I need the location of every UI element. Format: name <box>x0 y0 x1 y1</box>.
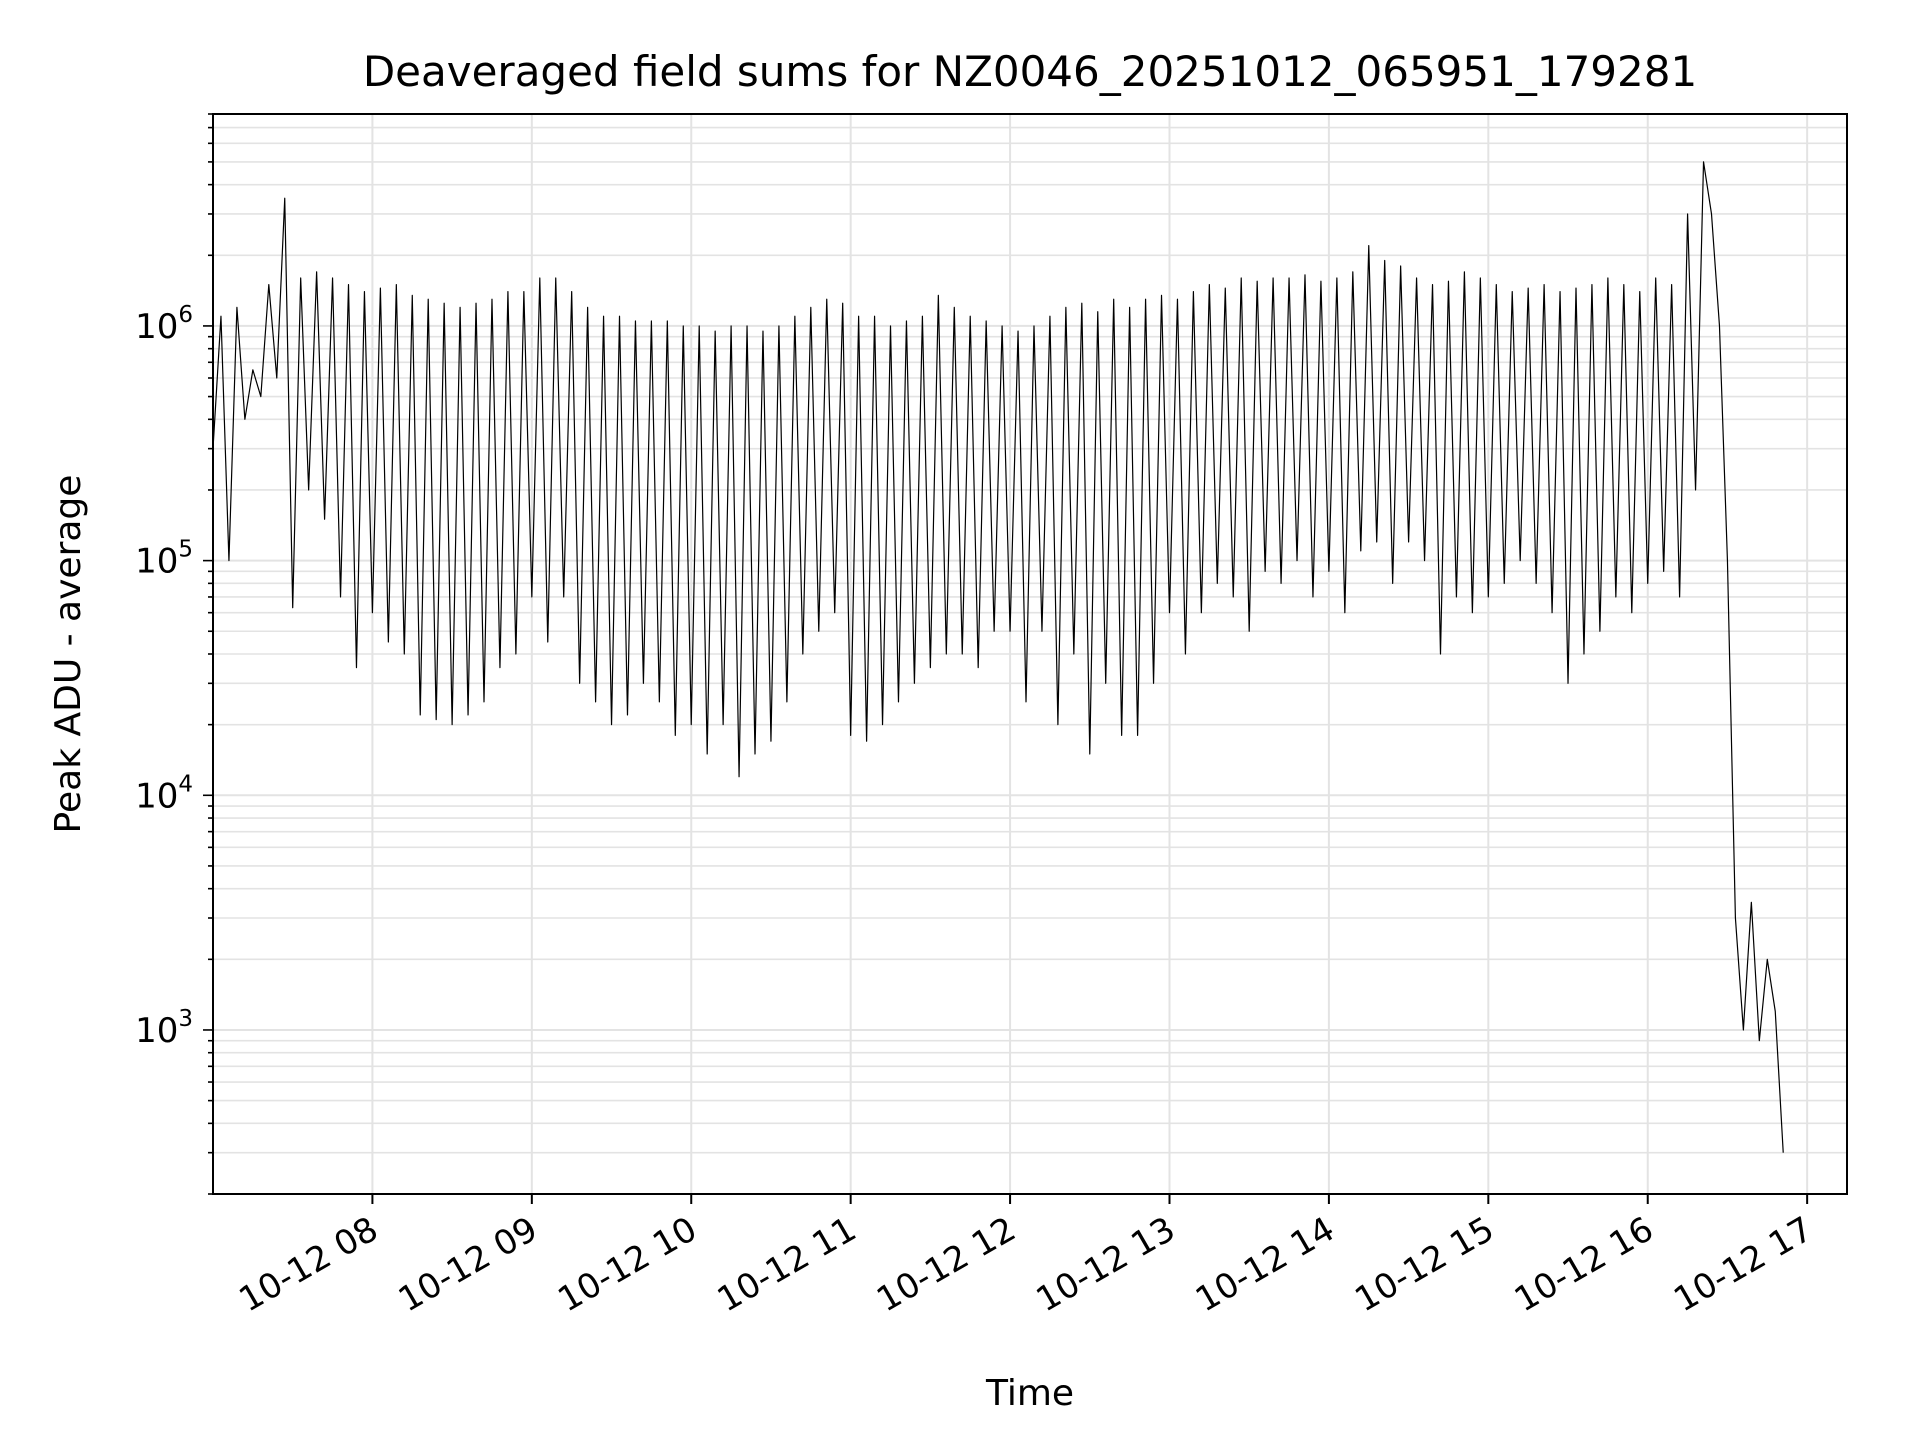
plot-area <box>212 161 1784 1153</box>
y-tick-label: 103 <box>135 1006 193 1051</box>
y-tick-label: 104 <box>135 771 193 816</box>
y-axis: 103 104 105 106 <box>135 113 213 1195</box>
x-axis-label: Time <box>985 1373 1074 1414</box>
y-axis-label: Peak ADU - average <box>48 475 89 834</box>
y-tick-label: 106 <box>135 302 193 347</box>
chart-title: Deaveraged field sums for NZ0046_2025101… <box>363 47 1697 96</box>
series-line-peak-adu <box>212 161 1784 1153</box>
y-tick-label: 105 <box>135 537 193 582</box>
